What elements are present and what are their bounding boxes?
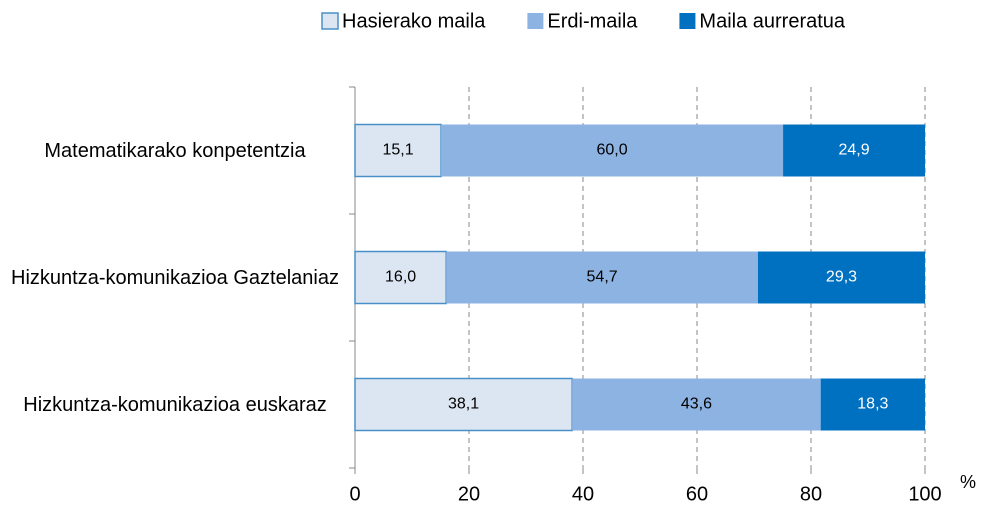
- data-label: 24,9: [838, 142, 869, 159]
- x-axis-label: %: [960, 472, 976, 492]
- bar-segment: [783, 124, 925, 177]
- bar-segment: [354, 377, 573, 432]
- x-tick-label: 20: [458, 483, 480, 505]
- data-label: 16,0: [385, 269, 416, 286]
- legend-label: Hasierako maila: [342, 10, 486, 32]
- bar-segment: [446, 251, 758, 304]
- data-label: 38,1: [448, 396, 479, 413]
- data-label: 43,6: [681, 396, 712, 413]
- x-tick-label: 100: [908, 483, 941, 505]
- legend-swatch: [527, 13, 544, 29]
- data-label: 18,3: [857, 396, 888, 413]
- x-tick-label: 60: [686, 483, 708, 505]
- data-label: 54,7: [587, 269, 618, 286]
- bar-segment: [354, 123, 442, 178]
- legend-label: Maila aurreratua: [699, 10, 846, 32]
- x-tick-label: 40: [572, 483, 594, 505]
- bar-segment: [441, 124, 784, 177]
- data-label: 29,3: [826, 269, 857, 286]
- y-tick-label: Matematikarako konpetentzia: [44, 139, 306, 162]
- bar-segment: [354, 250, 447, 305]
- x-tick-label: 0: [349, 483, 360, 505]
- data-label: 15,1: [382, 142, 413, 159]
- x-tick-label: 80: [800, 483, 822, 505]
- bar-segment: [572, 378, 821, 431]
- y-tick-label: Hizkuntza-komunikazioa euskaraz: [23, 393, 327, 416]
- bar-segment: [757, 251, 925, 304]
- data-label: 60,0: [596, 142, 627, 159]
- legend-label: Erdi-maila: [547, 10, 638, 32]
- legend-swatch: [679, 13, 696, 29]
- legend-swatch: [321, 12, 339, 30]
- y-tick-label: Hizkuntza-komunikazioa Gaztelaniaz: [11, 266, 339, 289]
- bar-segment: [820, 378, 925, 431]
